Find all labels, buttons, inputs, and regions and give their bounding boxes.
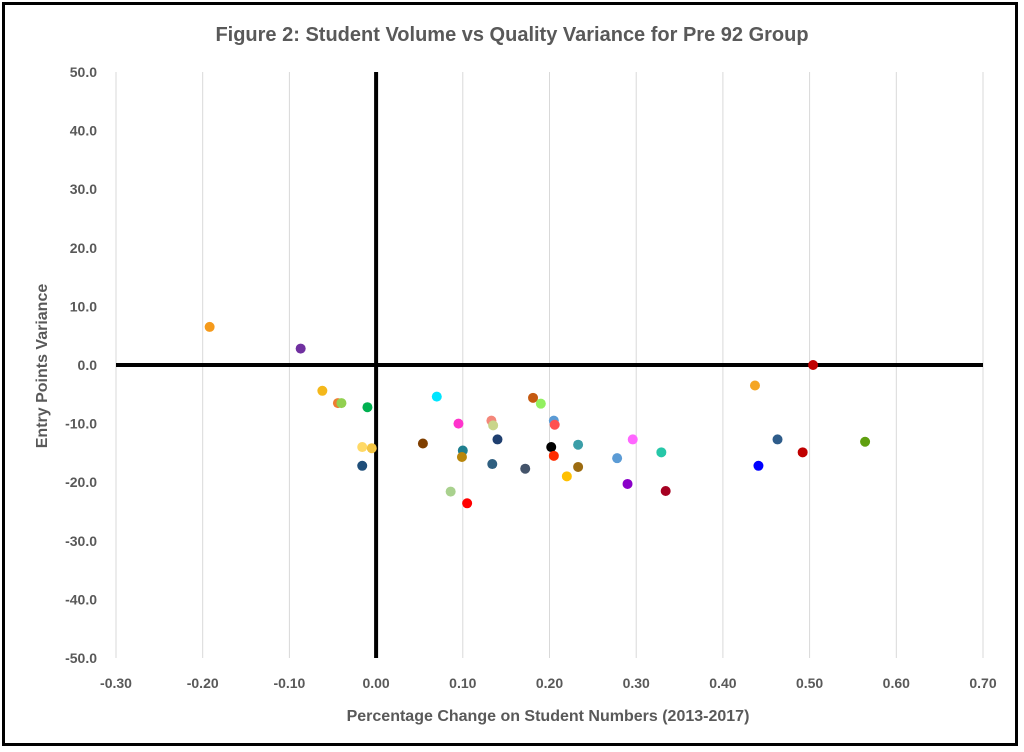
data-point-29 bbox=[573, 461, 584, 472]
data-point-7 bbox=[366, 443, 377, 454]
y-tick-label: 20.0 bbox=[70, 240, 97, 256]
x-tick-label: 0.50 bbox=[796, 675, 823, 691]
y-tick-label: -40.0 bbox=[65, 591, 97, 607]
data-point-26 bbox=[548, 450, 559, 461]
y-tick-label: -50.0 bbox=[65, 650, 97, 666]
data-point-14 bbox=[445, 486, 456, 497]
data-point-35 bbox=[749, 380, 760, 391]
data-point-6 bbox=[357, 442, 368, 453]
x-tick-label: 0.40 bbox=[709, 675, 736, 691]
data-point-34 bbox=[660, 485, 671, 496]
x-tick-label: 0.00 bbox=[362, 675, 389, 691]
y-tick-label: 50.0 bbox=[70, 64, 97, 80]
data-point-5 bbox=[362, 402, 373, 413]
x-tick-label: 0.20 bbox=[536, 675, 563, 691]
data-point-37 bbox=[772, 434, 783, 445]
data-point-36 bbox=[753, 460, 764, 471]
y-axis-label: Entry Points Variance bbox=[34, 284, 51, 449]
y-tick-label: 0.0 bbox=[78, 357, 98, 373]
axes bbox=[116, 72, 983, 658]
data-point-8 bbox=[357, 460, 368, 471]
data-point-31 bbox=[627, 434, 638, 445]
x-tick-label: -0.10 bbox=[273, 675, 305, 691]
data-point-9 bbox=[417, 438, 428, 449]
data-point-10 bbox=[431, 391, 442, 402]
tick-labels: -0.30 -0.20 -0.10 0.00 0.10 0.20 0.30 0.40 0.50 0… bbox=[65, 64, 997, 691]
x-tick-label: -0.20 bbox=[187, 675, 219, 691]
data-point-28 bbox=[573, 439, 584, 450]
data-point-1 bbox=[295, 343, 306, 354]
data-point-22 bbox=[535, 398, 546, 409]
data-point-2 bbox=[317, 385, 328, 396]
data-point-20 bbox=[520, 463, 531, 474]
x-tick-label: 0.60 bbox=[883, 675, 910, 691]
data-point-39 bbox=[808, 360, 819, 370]
y-tick-label: -30.0 bbox=[65, 533, 97, 549]
data-point-15 bbox=[462, 498, 473, 509]
data-point-17 bbox=[488, 420, 499, 431]
y-tick-label: 30.0 bbox=[70, 181, 97, 197]
x-tick-label: 0.10 bbox=[449, 675, 476, 691]
data-point-25 bbox=[546, 442, 557, 453]
x-tick-label: 0.30 bbox=[623, 675, 650, 691]
data-point-33 bbox=[656, 447, 667, 458]
data-point-0 bbox=[204, 321, 215, 332]
data-point-21 bbox=[528, 392, 539, 403]
x-tick-label: 0.70 bbox=[969, 675, 996, 691]
data-point-4 bbox=[336, 398, 347, 409]
data-point-30 bbox=[612, 453, 623, 464]
y-tick-label: -20.0 bbox=[65, 474, 97, 490]
data-point-19 bbox=[487, 459, 498, 470]
data-point-38 bbox=[797, 447, 808, 458]
x-axis-label: Percentage Change on Student Numbers (20… bbox=[347, 708, 750, 725]
y-tick-label: -10.0 bbox=[65, 416, 97, 432]
data-point-13 bbox=[456, 452, 467, 463]
x-tick-label: -0.30 bbox=[100, 675, 132, 691]
data-point-18 bbox=[492, 434, 503, 445]
data-point-40 bbox=[860, 436, 871, 447]
y-tick-label: 10.0 bbox=[70, 298, 97, 314]
data-point-27 bbox=[561, 471, 572, 482]
data-point-11 bbox=[453, 418, 464, 429]
data-point-24 bbox=[549, 419, 560, 430]
y-tick-label: 40.0 bbox=[70, 123, 97, 139]
chart-title: Figure 2: Student Volume vs Quality Vari… bbox=[215, 24, 808, 46]
data-point-32 bbox=[622, 478, 633, 489]
data-points bbox=[204, 321, 871, 509]
